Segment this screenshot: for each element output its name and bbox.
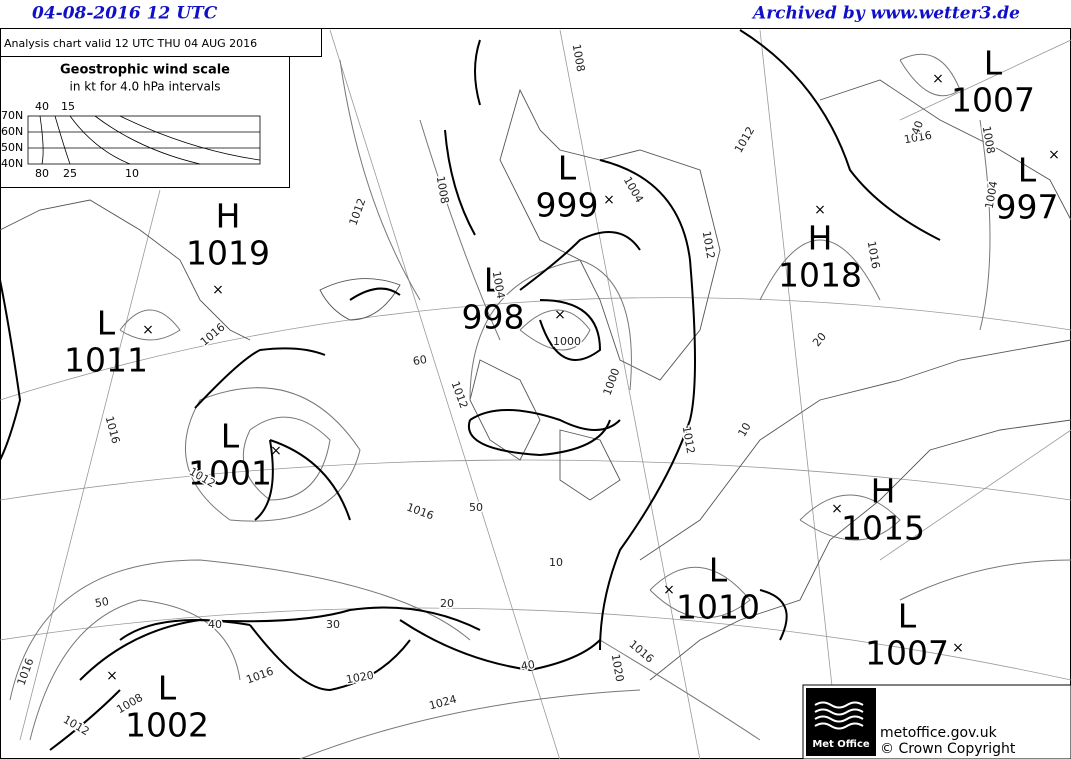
logo-name: Met Office	[812, 739, 870, 750]
centre-pressure: 1018	[778, 256, 862, 295]
latitude-label: 60N	[1, 125, 23, 138]
centre-pressure: 1011	[64, 341, 148, 380]
svg-text:×: ×	[952, 640, 964, 656]
logo-url[interactable]: metoffice.gov.uk	[880, 725, 998, 741]
wind-scale-box	[0, 56, 290, 188]
coastlines	[0, 79, 1071, 681]
centre-type: L	[97, 304, 116, 343]
svg-text:×: ×	[603, 192, 615, 208]
centre-type: L	[709, 551, 728, 590]
analysis-box	[0, 28, 322, 57]
centre-pressure: 997	[996, 188, 1059, 227]
centre-type: L	[898, 597, 917, 636]
centre-pressure: 1002	[125, 706, 209, 745]
speed-label: 40	[35, 100, 49, 113]
graticule	[0, 29, 1071, 759]
wind-scale-title: Geostrophic wind scale	[60, 63, 230, 78]
svg-text:×: ×	[814, 202, 826, 218]
wind-scale-subtitle: in kt for 4.0 hPa intervals	[70, 80, 221, 94]
centre-type: L	[484, 261, 503, 300]
isobar-label: 50	[469, 501, 483, 514]
latitude-label: 40N	[1, 157, 23, 170]
centre-pressure: 1007	[865, 634, 949, 673]
isobar-label: 40	[909, 119, 926, 137]
centre-type: L	[158, 669, 177, 708]
centre-type: L	[984, 44, 1003, 83]
centre-type: L	[1018, 151, 1037, 190]
centre-pressure: 1015	[841, 509, 925, 548]
date-header: 04-08-2016 12 UTC	[32, 4, 218, 24]
speed-label: 10	[125, 167, 139, 180]
wind-scale-lines	[27, 115, 261, 165]
centre-pressure: 998	[462, 298, 525, 337]
isobars	[9, 53, 1071, 759]
centre-pressure: 1019	[186, 234, 270, 273]
centre-pressure: 999	[536, 186, 599, 225]
latitude-label: 70N	[1, 109, 23, 122]
centre-type: H	[216, 197, 241, 236]
isobar-label: 60	[412, 353, 428, 368]
svg-text:×: ×	[663, 582, 675, 598]
isobar-label: 40	[520, 658, 536, 673]
centre-type: L	[221, 417, 240, 456]
svg-text:×: ×	[212, 282, 224, 298]
svg-text:×: ×	[554, 307, 566, 323]
svg-text:×: ×	[270, 443, 282, 459]
speed-label: 80	[35, 167, 49, 180]
centre-pressure: 1001	[188, 454, 272, 493]
centre-pressure: 1010	[676, 588, 760, 627]
logo-waves	[814, 701, 864, 730]
centre-markers: × × × × × × × × × × × ×	[106, 71, 1060, 684]
svg-text:×: ×	[932, 71, 944, 87]
isobar-label: 30	[326, 618, 340, 631]
archive-header: Archived by www.wetter3.de	[751, 4, 1020, 24]
centre-type: L	[558, 149, 577, 188]
speed-label: 15	[61, 100, 75, 113]
svg-text:×: ×	[831, 501, 843, 517]
isobar-label: 50	[94, 595, 110, 610]
isobar-label: 40	[208, 618, 222, 631]
centre-pressure: 1007	[951, 81, 1035, 120]
logo-copyright: © Crown Copyright	[880, 741, 1016, 757]
isobar-label: 1000	[553, 335, 581, 348]
svg-text:×: ×	[142, 322, 154, 338]
latitude-label: 50N	[1, 141, 23, 154]
svg-text:×: ×	[106, 668, 118, 684]
centre-type: H	[871, 472, 896, 511]
svg-text:×: ×	[1048, 147, 1060, 163]
isobar-label: 10	[549, 556, 563, 569]
isobar-label: 20	[440, 597, 454, 610]
speed-label: 25	[63, 167, 77, 180]
analysis-caption: Analysis chart valid 12 UTC THU 04 AUG 2…	[4, 37, 257, 50]
centre-type: H	[808, 219, 833, 258]
fronts	[0, 29, 941, 751]
